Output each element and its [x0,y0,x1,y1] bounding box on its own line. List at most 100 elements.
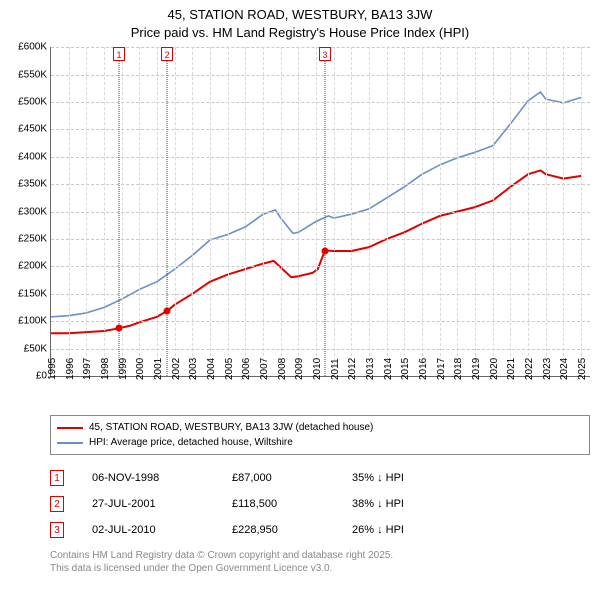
y-tick-label: £400K [1,151,47,162]
sales-date: 02-JUL-2010 [92,524,232,536]
x-tick-label: 2018 [453,358,464,380]
gridline-h [51,349,590,350]
gridline-h [51,239,590,240]
sales-delta: 26% ↓ HPI [352,524,590,536]
y-tick-label: £600K [1,42,47,53]
gridline-v [510,47,511,376]
sale-marker-dot [116,325,123,332]
x-tick-label: 2021 [506,358,517,380]
chart-container: 45, STATION ROAD, WESTBURY, BA13 3JW Pri… [0,0,600,583]
y-tick-label: £500K [1,96,47,107]
gridline-h [51,102,590,103]
y-tick-label: £200K [1,261,47,272]
x-tick-label: 2022 [524,358,535,380]
y-tick-label: £300K [1,206,47,217]
x-tick-label: 2019 [471,358,482,380]
y-tick-label: £350K [1,179,47,190]
x-tick-label: 2012 [347,358,358,380]
sales-table: 1 06-NOV-1998£87,00035% ↓ HPI 227-JUL-2001… [50,465,590,543]
sales-price: £228,950 [232,524,352,536]
sales-index-box: 2 [50,496,64,512]
gridline-v [546,47,547,376]
gridline-v [139,47,140,376]
sale-marker-line [324,61,325,376]
sale-marker-dot [164,308,171,315]
x-tick-label: 2009 [294,358,305,380]
gridline-v [387,47,388,376]
sale-marker-box: 1 [113,47,125,61]
gridline-h [51,212,590,213]
y-tick-label: £50K [1,343,47,354]
y-tick-label: £250K [1,234,47,245]
gridline-v [316,47,317,376]
x-tick-label: 2020 [489,358,500,380]
gridline-v [528,47,529,376]
legend-swatch [57,442,83,444]
y-tick-label: £0 [1,371,47,382]
gridline-v [422,47,423,376]
x-tick-label: 2000 [135,358,146,380]
legend-row: 45, STATION ROAD, WESTBURY, BA13 3JW (de… [57,420,583,435]
x-tick-label: 2010 [312,358,323,380]
gridline-v [369,47,370,376]
gridline-v [493,47,494,376]
x-tick-label: 1998 [100,358,111,380]
sales-index-box: 3 [50,522,64,538]
x-tick-label: 2023 [542,358,553,380]
title-block: 45, STATION ROAD, WESTBURY, BA13 3JW Pri… [0,0,600,41]
x-tick-label: 2005 [224,358,235,380]
gridline-v [175,47,176,376]
x-tick-label: 2025 [577,358,588,380]
x-tick-label: 2002 [171,358,182,380]
footer-attribution: Contains HM Land Registry data © Crown c… [50,549,590,583]
sales-date: 06-NOV-1998 [92,472,232,484]
x-tick-label: 2001 [153,358,164,380]
legend-label: HPI: Average price, detached house, Wilt… [89,435,293,450]
gridline-v [192,47,193,376]
sales-index-box: 1 [50,470,64,486]
legend-label: 45, STATION ROAD, WESTBURY, BA13 3JW (de… [89,420,373,435]
x-tick-label: 2008 [277,358,288,380]
gridline-v [334,47,335,376]
x-tick-label: 1995 [47,358,58,380]
sales-row: 227-JUL-2001£118,50038% ↓ HPI [50,491,590,517]
gridline-v [210,47,211,376]
sales-delta: 35% ↓ HPI [352,472,590,484]
gridline-v [281,47,282,376]
x-tick-label: 2016 [418,358,429,380]
legend-row: HPI: Average price, detached house, Wilt… [57,435,583,450]
title-line-2: Price paid vs. HM Land Registry's House … [0,24,600,42]
x-tick-label: 2013 [365,358,376,380]
y-tick-label: £150K [1,288,47,299]
x-tick-label: 1996 [65,358,76,380]
gridline-h [51,129,590,130]
x-tick-label: 2004 [206,358,217,380]
footer-line-2: This data is licensed under the Open Gov… [50,562,590,575]
x-tick-label: 2017 [436,358,447,380]
gridline-v [69,47,70,376]
gridline-v [298,47,299,376]
x-tick-label: 2014 [383,358,394,380]
x-tick-label: 2015 [400,358,411,380]
gridline-v [563,47,564,376]
sales-price: £118,500 [232,498,352,510]
x-tick-label: 2011 [330,359,341,381]
sale-marker-box: 3 [319,47,331,61]
gridline-v [457,47,458,376]
gridline-v [351,47,352,376]
x-tick-label: 2007 [259,358,270,380]
sale-marker-line [167,61,168,376]
x-tick-label: 2003 [188,358,199,380]
gridline-v [440,47,441,376]
gridline-h [51,321,590,322]
gridline-v [581,47,582,376]
y-tick-label: £450K [1,124,47,135]
sales-price: £87,000 [232,472,352,484]
gridline-h [51,294,590,295]
gridline-v [404,47,405,376]
gridline-v [245,47,246,376]
title-line-1: 45, STATION ROAD, WESTBURY, BA13 3JW [0,6,600,24]
gridline-v [475,47,476,376]
x-tick-label: 2024 [559,358,570,380]
sales-delta: 38% ↓ HPI [352,498,590,510]
